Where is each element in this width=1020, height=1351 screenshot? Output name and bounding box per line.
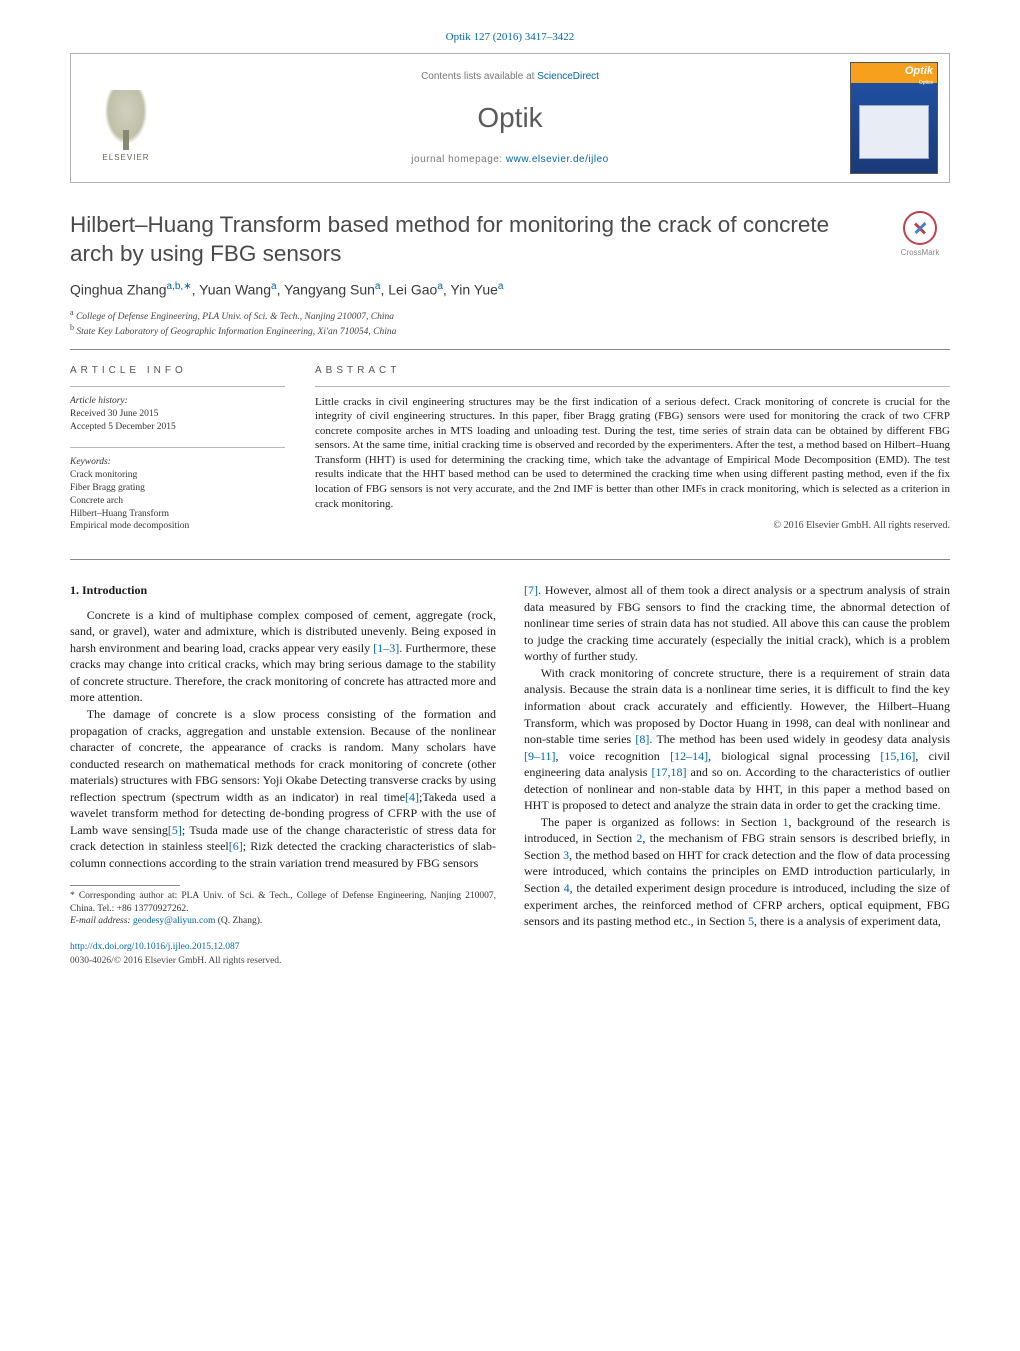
keyword-item: Hilbert–Huang Transform: [70, 508, 285, 521]
author-sup: a: [498, 281, 504, 292]
info-rule-1: [70, 386, 285, 387]
keyword-item: Concrete arch: [70, 495, 285, 508]
citation-ref[interactable]: [12–14]: [670, 749, 708, 763]
affiliations: a College of Defense Engineering, PLA Un…: [70, 308, 950, 339]
cover-title: Optik: [851, 63, 937, 79]
citation-ref[interactable]: [5]: [168, 823, 182, 837]
citation-ref[interactable]: [15,16]: [880, 749, 915, 763]
para-4: With crack monitoring of concrete struct…: [524, 665, 950, 814]
para-1: Concrete is a kind of multiphase complex…: [70, 607, 496, 706]
article-title: Hilbert–Huang Transform based method for…: [70, 211, 878, 267]
citation-ref[interactable]: [7]: [524, 583, 538, 597]
author-sup: a: [375, 281, 381, 292]
elsevier-logo[interactable]: ELSEVIER: [91, 73, 161, 163]
citation-ref[interactable]: [4]: [405, 790, 419, 804]
affiliation-line: b State Key Laboratory of Geographic Inf…: [70, 323, 950, 339]
keywords-label: Keywords:: [70, 456, 285, 469]
section-1-heading: 1. Introduction: [70, 582, 496, 599]
contents-line: Contents lists available at ScienceDirec…: [421, 70, 599, 84]
accepted-line: Accepted 5 December 2015: [70, 421, 285, 434]
author-sup: a: [437, 281, 443, 292]
body-columns: 1. Introduction Concrete is a kind of mu…: [70, 582, 950, 968]
cover-cell: Optik Optics: [839, 54, 949, 182]
citation-ref[interactable]: [17,18]: [651, 765, 686, 779]
para-2: The damage of concrete is a slow process…: [70, 706, 496, 871]
para-3: [7]. However, almost all of them took a …: [524, 582, 950, 665]
crossmark-label: CrossMark: [901, 247, 940, 258]
citation-ref[interactable]: [6]: [229, 839, 243, 853]
keyword-item: Fiber Bragg grating: [70, 482, 285, 495]
affiliation-line: a College of Defense Engineering, PLA Un…: [70, 308, 950, 324]
email-label: E-mail address:: [70, 916, 133, 926]
homepage-line: journal homepage: www.elsevier.de/ijleo: [411, 153, 608, 167]
author-sup: a: [271, 281, 277, 292]
journal-header: ELSEVIER Contents lists available at Sci…: [70, 53, 950, 183]
citation-ref[interactable]: [8]: [635, 732, 649, 746]
abstract-heading: abstract: [315, 364, 950, 378]
keywords-list: Crack monitoringFiber Bragg gratingConcr…: [70, 469, 285, 533]
section-ref[interactable]: 2: [636, 831, 642, 845]
para-5: The paper is organized as follows: in Se…: [524, 814, 950, 930]
authors-line: Qinghua Zhanga,b,∗, Yuan Wanga, Yangyang…: [70, 280, 950, 300]
received-line: Received 30 June 2015: [70, 408, 285, 421]
rule-1: [70, 349, 950, 350]
footnotes: * Corresponding author at: PLA Univ. of …: [70, 890, 496, 927]
journal-ref-link[interactable]: Optik 127 (2016) 3417–3422: [446, 31, 575, 43]
corr-author-note: * Corresponding author at: PLA Univ. of …: [70, 890, 496, 915]
crossmark-badge[interactable]: CrossMark: [890, 211, 950, 258]
author-name: Yangyang Sun: [284, 281, 375, 297]
section-ref[interactable]: 5: [748, 914, 754, 928]
doi-sub: 0030-4026/© 2016 Elsevier GmbH. All righ…: [70, 956, 281, 966]
contents-prefix: Contents lists available at: [421, 71, 537, 82]
article-info-heading: article info: [70, 364, 285, 378]
keyword-item: Empirical mode decomposition: [70, 520, 285, 533]
header-center: Contents lists available at ScienceDirec…: [181, 54, 839, 182]
homepage-link[interactable]: www.elsevier.de/ijleo: [506, 154, 609, 165]
abstract-text: Little cracks in civil engineering struc…: [315, 395, 950, 511]
cover-inner-icon: [859, 105, 929, 159]
author-sup: a,b,∗: [167, 281, 192, 292]
homepage-prefix: journal homepage:: [411, 154, 506, 165]
citation-ref[interactable]: [9–11]: [524, 749, 556, 763]
journal-cover-thumb[interactable]: Optik Optics: [850, 62, 938, 174]
journal-name: Optik: [477, 98, 542, 137]
section-ref[interactable]: 4: [564, 881, 570, 895]
elsevier-tree-icon: [101, 90, 151, 150]
rule-2: [70, 559, 950, 560]
email-line: E-mail address: geodesy@aliyun.com (Q. Z…: [70, 915, 496, 927]
elsevier-text: ELSEVIER: [102, 152, 149, 163]
cover-sub: Optics: [851, 80, 937, 87]
citation-ref[interactable]: [1–3]: [373, 641, 399, 655]
publisher-logo-cell: ELSEVIER: [71, 54, 181, 182]
author-name: Yuan Wang: [199, 281, 271, 297]
section-ref[interactable]: 3: [563, 848, 569, 862]
author-name: Qinghua Zhang: [70, 281, 167, 297]
abstract-col: abstract Little cracks in civil engineer…: [315, 364, 950, 545]
email-link[interactable]: geodesy@aliyun.com: [133, 916, 215, 926]
author-name: Yin Yue: [450, 281, 498, 297]
abstract-copyright: © 2016 Elsevier GmbH. All rights reserve…: [315, 519, 950, 533]
keyword-item: Crack monitoring: [70, 469, 285, 482]
section-ref[interactable]: 1: [783, 815, 789, 829]
crossmark-icon: [903, 211, 937, 245]
author-name: Lei Gao: [388, 281, 437, 297]
article-info-col: article info Article history: Received 3…: [70, 364, 285, 545]
doi-block: http://dx.doi.org/10.1016/j.ijleo.2015.1…: [70, 941, 496, 967]
abs-rule: [315, 386, 950, 387]
footnote-rule: [70, 885, 180, 886]
info-rule-2: [70, 447, 285, 448]
history-label: Article history:: [70, 395, 285, 408]
email-who: (Q. Zhang).: [215, 916, 262, 926]
doi-link[interactable]: http://dx.doi.org/10.1016/j.ijleo.2015.1…: [70, 942, 240, 952]
sciencedirect-link[interactable]: ScienceDirect: [537, 71, 599, 82]
